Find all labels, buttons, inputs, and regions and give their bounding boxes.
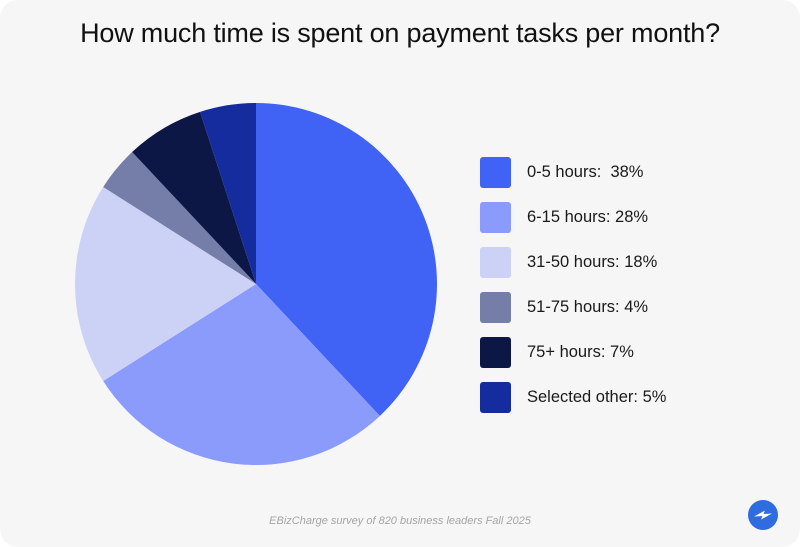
legend: 0-5 hours: 38% 6-15 hours: 28% 31-50 hou…: [480, 156, 666, 426]
pie-slice-1: [103, 284, 380, 465]
legend-item-2: 31-50 hours: 18%: [480, 246, 666, 278]
pie-slice-3: [103, 152, 257, 284]
pie-slice-5: [200, 103, 256, 284]
legend-label-4: 75+ hours: 7%: [527, 342, 634, 361]
legend-item-5: Selected other: 5%: [480, 381, 666, 413]
legend-label-5: Selected other: 5%: [527, 387, 667, 406]
legend-item-1: 6-15 hours: 28%: [480, 201, 666, 233]
pie-slice-0: [256, 103, 437, 416]
legend-swatch-2: [480, 246, 511, 278]
legend-item-3: 51-75 hours: 4%: [480, 291, 666, 323]
legend-label-2: 31-50 hours: 18%: [527, 252, 658, 271]
legend-label-3: 51-75 hours: 4%: [527, 297, 649, 316]
legend-item-4: 75+ hours: 7%: [480, 336, 666, 368]
legend-swatch-5: [480, 381, 511, 413]
pie-chart: [75, 103, 437, 465]
legend-item-0: 0-5 hours: 38%: [480, 156, 666, 188]
legend-label-1: 6-15 hours: 28%: [527, 207, 649, 226]
legend-label-0: 0-5 hours: 38%: [527, 162, 644, 181]
footnote: EBizCharge survey of 820 business leader…: [269, 515, 531, 527]
pie-slice-2: [75, 187, 257, 381]
legend-swatch-0: [480, 156, 511, 188]
legend-swatch-1: [480, 201, 511, 233]
lightning-bolt-icon: [748, 500, 778, 530]
pie-slice-4: [132, 111, 256, 284]
legend-swatch-3: [480, 291, 511, 323]
chart-title: How much time is spent on payment tasks …: [80, 18, 720, 48]
legend-swatch-4: [480, 336, 511, 368]
